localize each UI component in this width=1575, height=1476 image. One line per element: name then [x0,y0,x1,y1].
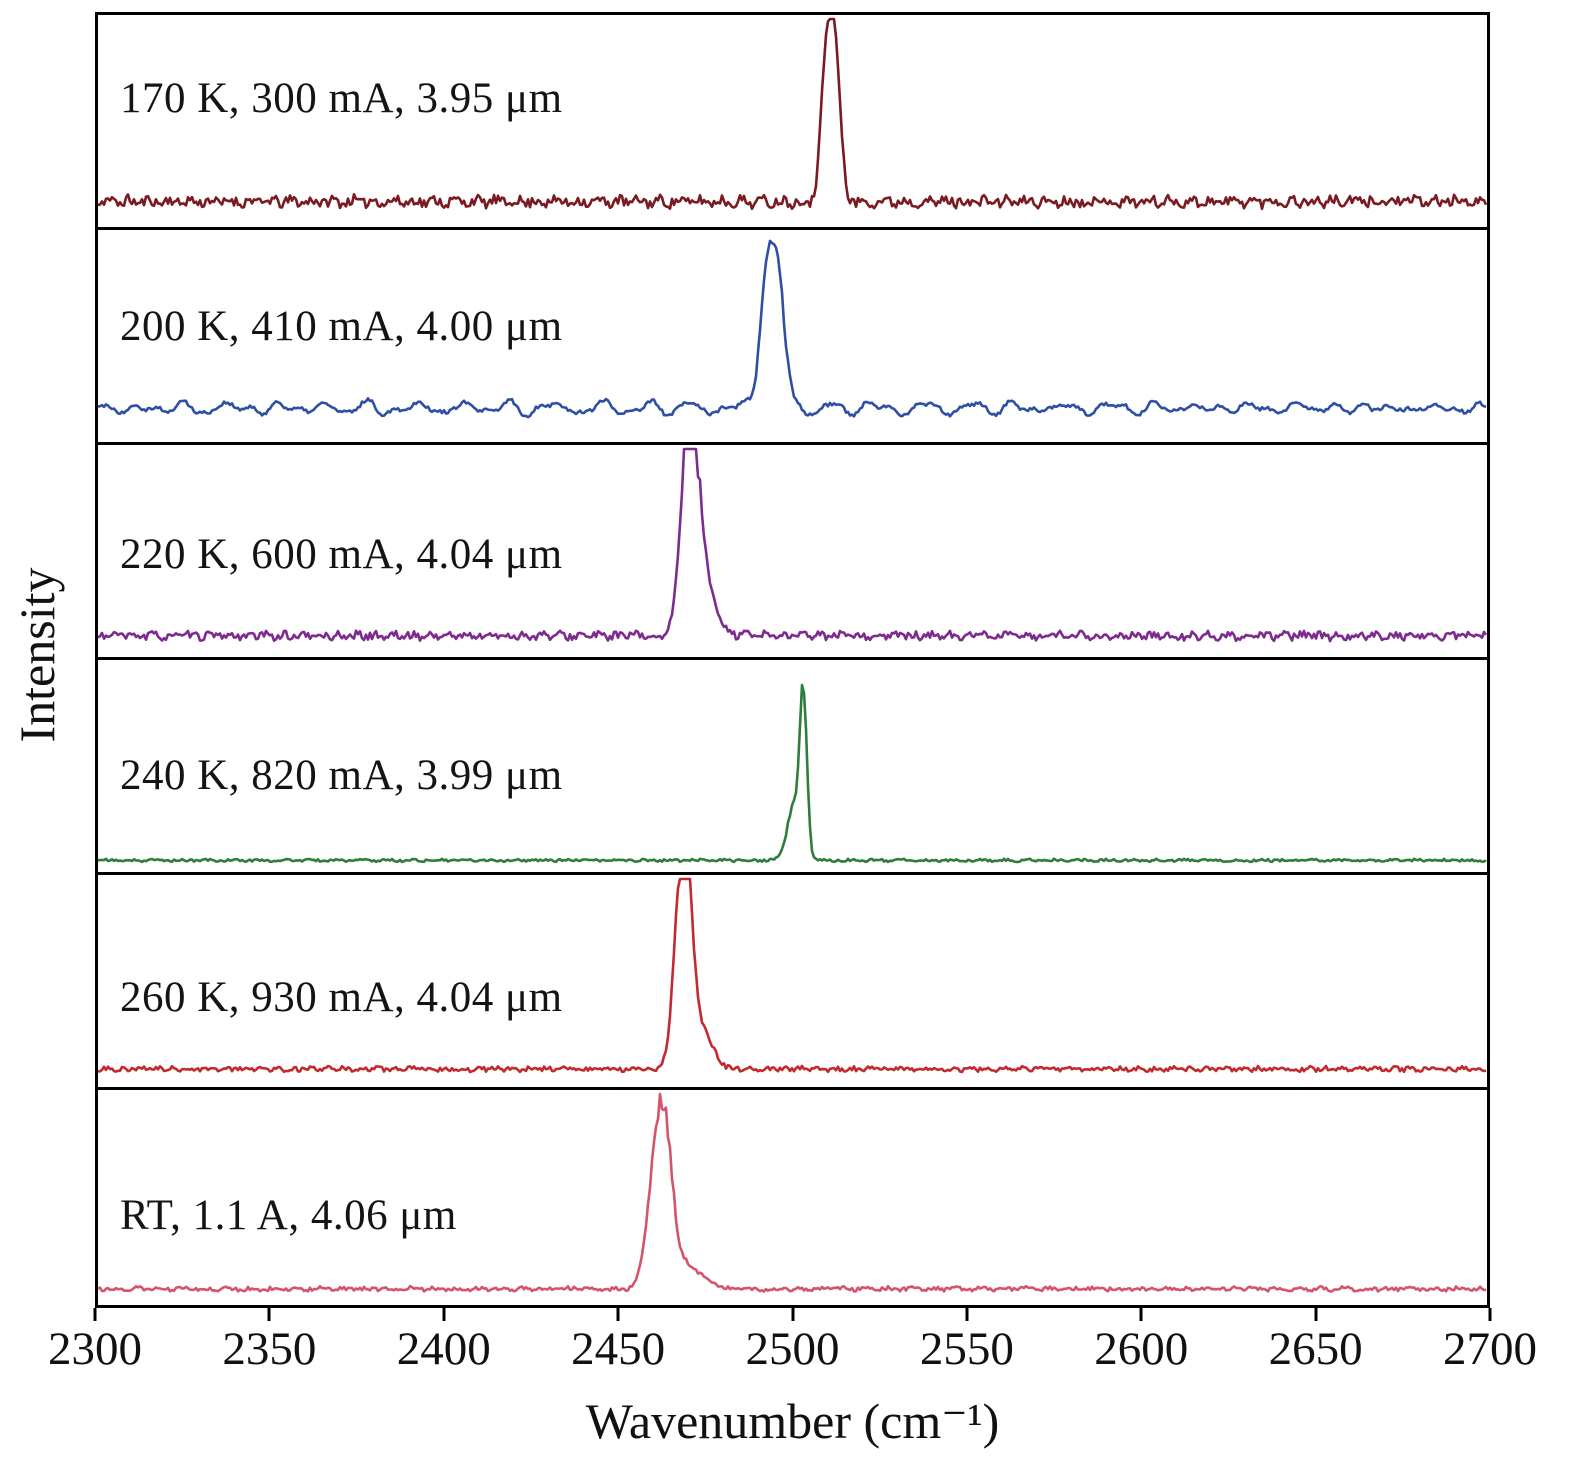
x-tick-label: 2500 [745,1323,840,1375]
x-tick-mark [616,1308,620,1321]
spectrum-panel: 240 K, 820 mA, 3.99 μm [98,660,1487,875]
plot-area: 170 K, 300 mA, 3.95 μm 200 K, 410 mA, 4.… [95,12,1490,1308]
x-tick-label: 2650 [1268,1323,1363,1375]
spectrum-panel: RT, 1.1 A, 4.06 μm [98,1090,1487,1305]
x-axis: 2300 2350 2400 2450 2500 2550 2600 2650 2700 [48,1308,1537,1394]
x-tick-mark [965,1308,969,1321]
spectrum-trace [98,877,1487,1074]
x-tick-mark [93,1308,97,1321]
panel-label: 220 K, 600 mA, 4.04 μm [120,530,563,578]
x-tick-label: 2600 [1094,1323,1189,1375]
x-tick-label: 2350 [222,1323,317,1375]
x-tick-mark [267,1308,271,1321]
panel-label: 200 K, 410 mA, 4.00 μm [120,303,563,351]
panel-label: 240 K, 820 mA, 3.99 μm [120,752,563,800]
x-tick-mark [1488,1308,1492,1321]
x-tick-mark [442,1308,446,1321]
x-axis-label: Wavenumber (cm⁻¹) [585,1393,1000,1449]
panel-label: 260 K, 930 mA, 4.04 μm [120,973,563,1021]
x-tick-mark [1314,1308,1318,1321]
x-tick-label: 2700 [1443,1323,1537,1375]
x-tick-label: 2450 [571,1323,666,1375]
spectrum-trace [98,239,1487,419]
spectrum-trace [98,447,1487,643]
x-tick-mark [1139,1308,1143,1321]
spectrum-panel: 170 K, 300 mA, 3.95 μm [98,15,1487,230]
panel-label: RT, 1.1 A, 4.06 μm [120,1192,457,1240]
spectrum-panel: 220 K, 600 mA, 4.04 μm [98,445,1487,660]
x-tick-label: 2550 [919,1323,1014,1375]
spectrum-trace [98,1092,1487,1293]
x-tick-label: 2400 [396,1323,491,1375]
spectrum-trace [98,17,1487,211]
x-tick-mark [791,1308,794,1321]
spectrum-trace [98,683,1487,864]
panel-label: 170 K, 300 mA, 3.95 μm [120,75,563,123]
y-axis-label: Intensity [9,567,65,743]
spectrum-panel: 200 K, 410 mA, 4.00 μm [98,230,1487,445]
spectrum-panel: 260 K, 930 mA, 4.04 μm [98,875,1487,1090]
x-tick-label: 2300 [48,1323,142,1375]
